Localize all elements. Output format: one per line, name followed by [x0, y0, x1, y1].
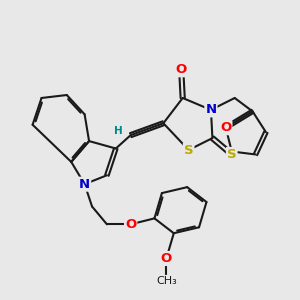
- Text: S: S: [184, 143, 194, 157]
- Text: O: O: [220, 121, 231, 134]
- Text: O: O: [161, 252, 172, 265]
- Text: H: H: [114, 126, 123, 136]
- Text: O: O: [125, 218, 136, 231]
- Text: CH₃: CH₃: [156, 276, 177, 286]
- Text: N: N: [206, 103, 217, 116]
- Text: N: N: [79, 178, 90, 191]
- Text: O: O: [176, 63, 187, 76]
- Text: S: S: [227, 148, 236, 161]
